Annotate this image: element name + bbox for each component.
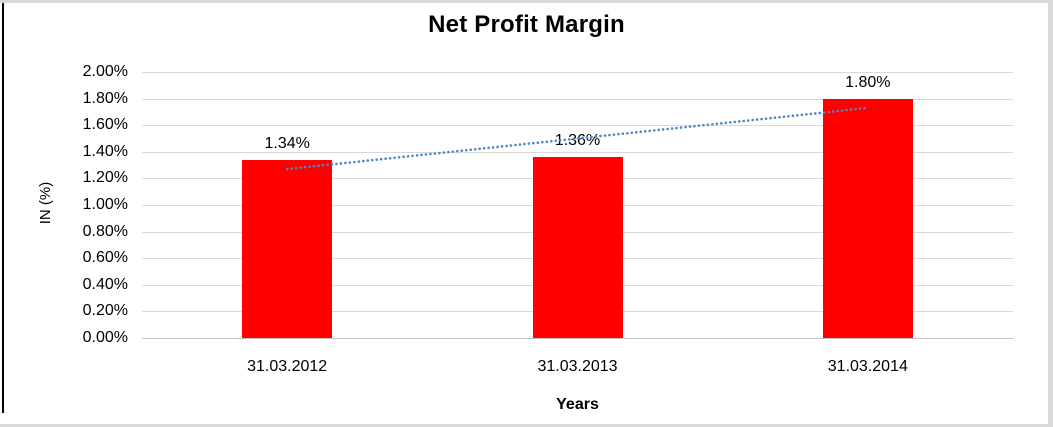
gridline xyxy=(142,72,1013,73)
x-category-label: 31.03.2013 xyxy=(537,358,618,375)
y-tick-label: 0.80% xyxy=(82,222,128,240)
frame-border-left xyxy=(2,3,4,413)
bar-31.03.2013 xyxy=(532,157,623,338)
y-tick-label: 2.00% xyxy=(82,63,128,80)
bar-value-label: 1.80% xyxy=(845,73,891,91)
frame-border-right xyxy=(1048,0,1053,427)
chart-title: Net Profit Margin xyxy=(428,11,625,38)
y-tick-label: 1.20% xyxy=(82,169,128,187)
y-axis-title: IN (%) xyxy=(37,181,54,225)
bar-value-label: 1.34% xyxy=(264,134,310,152)
gridline xyxy=(142,98,1013,100)
y-tick-label: 1.40% xyxy=(82,142,128,160)
plot-area xyxy=(142,72,1013,339)
bar-31.03.2014 xyxy=(822,98,913,338)
y-tick-label: 0.00% xyxy=(82,329,128,346)
frame-border-bottom xyxy=(0,424,1053,427)
x-axis-title: Years xyxy=(556,396,599,413)
y-tick-label: 0.20% xyxy=(82,302,128,320)
bar-value-label: 1.36% xyxy=(554,132,601,150)
y-tick-label: 0.60% xyxy=(82,249,128,267)
x-category-label: 31.03.2014 xyxy=(827,358,908,375)
bar-31.03.2012 xyxy=(242,159,333,338)
y-tick-label: 1.80% xyxy=(82,89,128,107)
x-category-label: 31.03.2012 xyxy=(247,358,328,375)
y-tick-label: 1.00% xyxy=(82,196,128,213)
y-tick-label: 0.40% xyxy=(82,275,128,293)
gridline xyxy=(142,338,1013,339)
frame-border-top xyxy=(0,0,1053,3)
y-tick-label: 1.60% xyxy=(82,116,128,134)
